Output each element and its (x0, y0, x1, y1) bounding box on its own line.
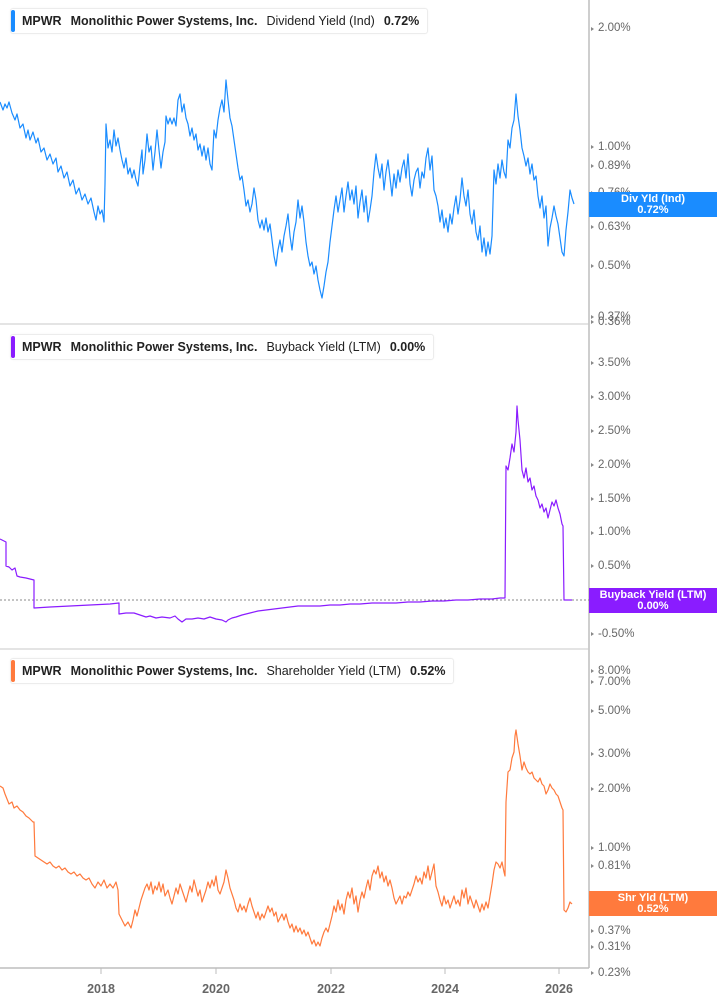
y-tick-label: 0.37% (598, 925, 631, 937)
y-tick-label: 0.36% (598, 316, 631, 328)
y-tick-label: 3.00% (598, 748, 631, 760)
metric-value: 0.00% (389, 340, 426, 354)
company-name: Monolithic Power Systems, Inc. (70, 664, 258, 678)
dividend-yield-line (0, 79, 575, 299)
company-name: Monolithic Power Systems, Inc. (70, 14, 258, 28)
company-name: Monolithic Power Systems, Inc. (70, 340, 258, 354)
ticker-label: MPWR (22, 664, 62, 678)
y-tick-label: 0.37% (598, 311, 631, 323)
panel-buyback-yield: MPWR Monolithic Power Systems, Inc. Buyb… (0, 324, 717, 649)
x-tick-label: 2018 (87, 982, 115, 996)
y-tick-label: 5.00% (598, 705, 631, 717)
buyback-yield-line (0, 405, 572, 623)
series-color-marker (11, 10, 15, 32)
y-tick-label: 8.00% (598, 665, 631, 677)
metric-name: Buyback Yield (LTM) (266, 340, 381, 354)
badge-label: Div Yld (Ind) (621, 193, 685, 205)
current-value-badge-shareholder: Shr Yld (LTM) 0.52% (589, 891, 717, 916)
y-tick-label: 2.00% (598, 22, 631, 34)
ticker-label: MPWR (22, 14, 62, 28)
y-tick-label: 0.31% (598, 941, 631, 953)
current-value-badge-buyback: Buyback Yield (LTM) 0.00% (589, 588, 717, 613)
y-tick-label: 2.00% (598, 783, 631, 795)
legend-shareholder-yield[interactable]: MPWR Monolithic Power Systems, Inc. Shar… (10, 658, 455, 684)
series-color-marker (11, 336, 15, 358)
badge-value: 0.52% (637, 903, 669, 915)
badge-label: Buyback Yield (LTM) (599, 589, 707, 601)
y-tick-label: 3.00% (598, 391, 631, 403)
series-color-marker (11, 660, 15, 682)
panel-shareholder-yield: MPWR Monolithic Power Systems, Inc. Shar… (0, 649, 717, 1005)
badge-label: Shr Yld (LTM) (617, 892, 689, 904)
shareholder-yield-line (0, 729, 573, 947)
y-tick-label: 1.00% (598, 141, 631, 153)
badge-value: 0.00% (637, 600, 669, 612)
y-tick-label: 2.00% (598, 459, 631, 471)
y-tick-label: 7.00% (598, 676, 631, 688)
legend-buyback-yield[interactable]: MPWR Monolithic Power Systems, Inc. Buyb… (10, 334, 435, 360)
y-tick-label: 0.50% (598, 260, 631, 272)
y-tick-label: 0.50% (598, 560, 631, 572)
badge-value: 0.72% (637, 204, 669, 216)
y-tick-label: 0.63% (598, 221, 631, 233)
y-tick-label: 0.89% (598, 160, 631, 172)
y-tick-label: 2.50% (598, 425, 631, 437)
y-tick-label: 1.00% (598, 842, 631, 854)
x-tick-label: 2024 (431, 982, 459, 996)
y-tick-label: 1.50% (598, 493, 631, 505)
y-tick-label: 3.50% (598, 357, 631, 369)
panel-dividend-yield: MPWR Monolithic Power Systems, Inc. Divi… (0, 0, 717, 328)
x-tick-label: 2022 (317, 982, 345, 996)
metric-value: 0.52% (410, 664, 446, 678)
metric-name: Dividend Yield (Ind) (266, 14, 375, 28)
x-tick-label: 2026 (545, 982, 573, 996)
y-tick-label: 1.00% (598, 526, 631, 538)
y-tick-label: -0.50% (598, 628, 635, 640)
y-tick-label: 0.23% (598, 967, 631, 979)
y-tick-label: 0.81% (598, 860, 631, 872)
metric-value: 0.72% (383, 14, 420, 28)
metric-name: Shareholder Yield (LTM) (266, 664, 401, 678)
ticker-label: MPWR (22, 340, 62, 354)
legend-dividend-yield[interactable]: MPWR Monolithic Power Systems, Inc. Divi… (10, 8, 429, 34)
x-tick-label: 2020 (202, 982, 230, 996)
current-value-badge-dividend: Div Yld (Ind) 0.72% (589, 192, 717, 217)
x-axis-ticks (100, 968, 560, 974)
